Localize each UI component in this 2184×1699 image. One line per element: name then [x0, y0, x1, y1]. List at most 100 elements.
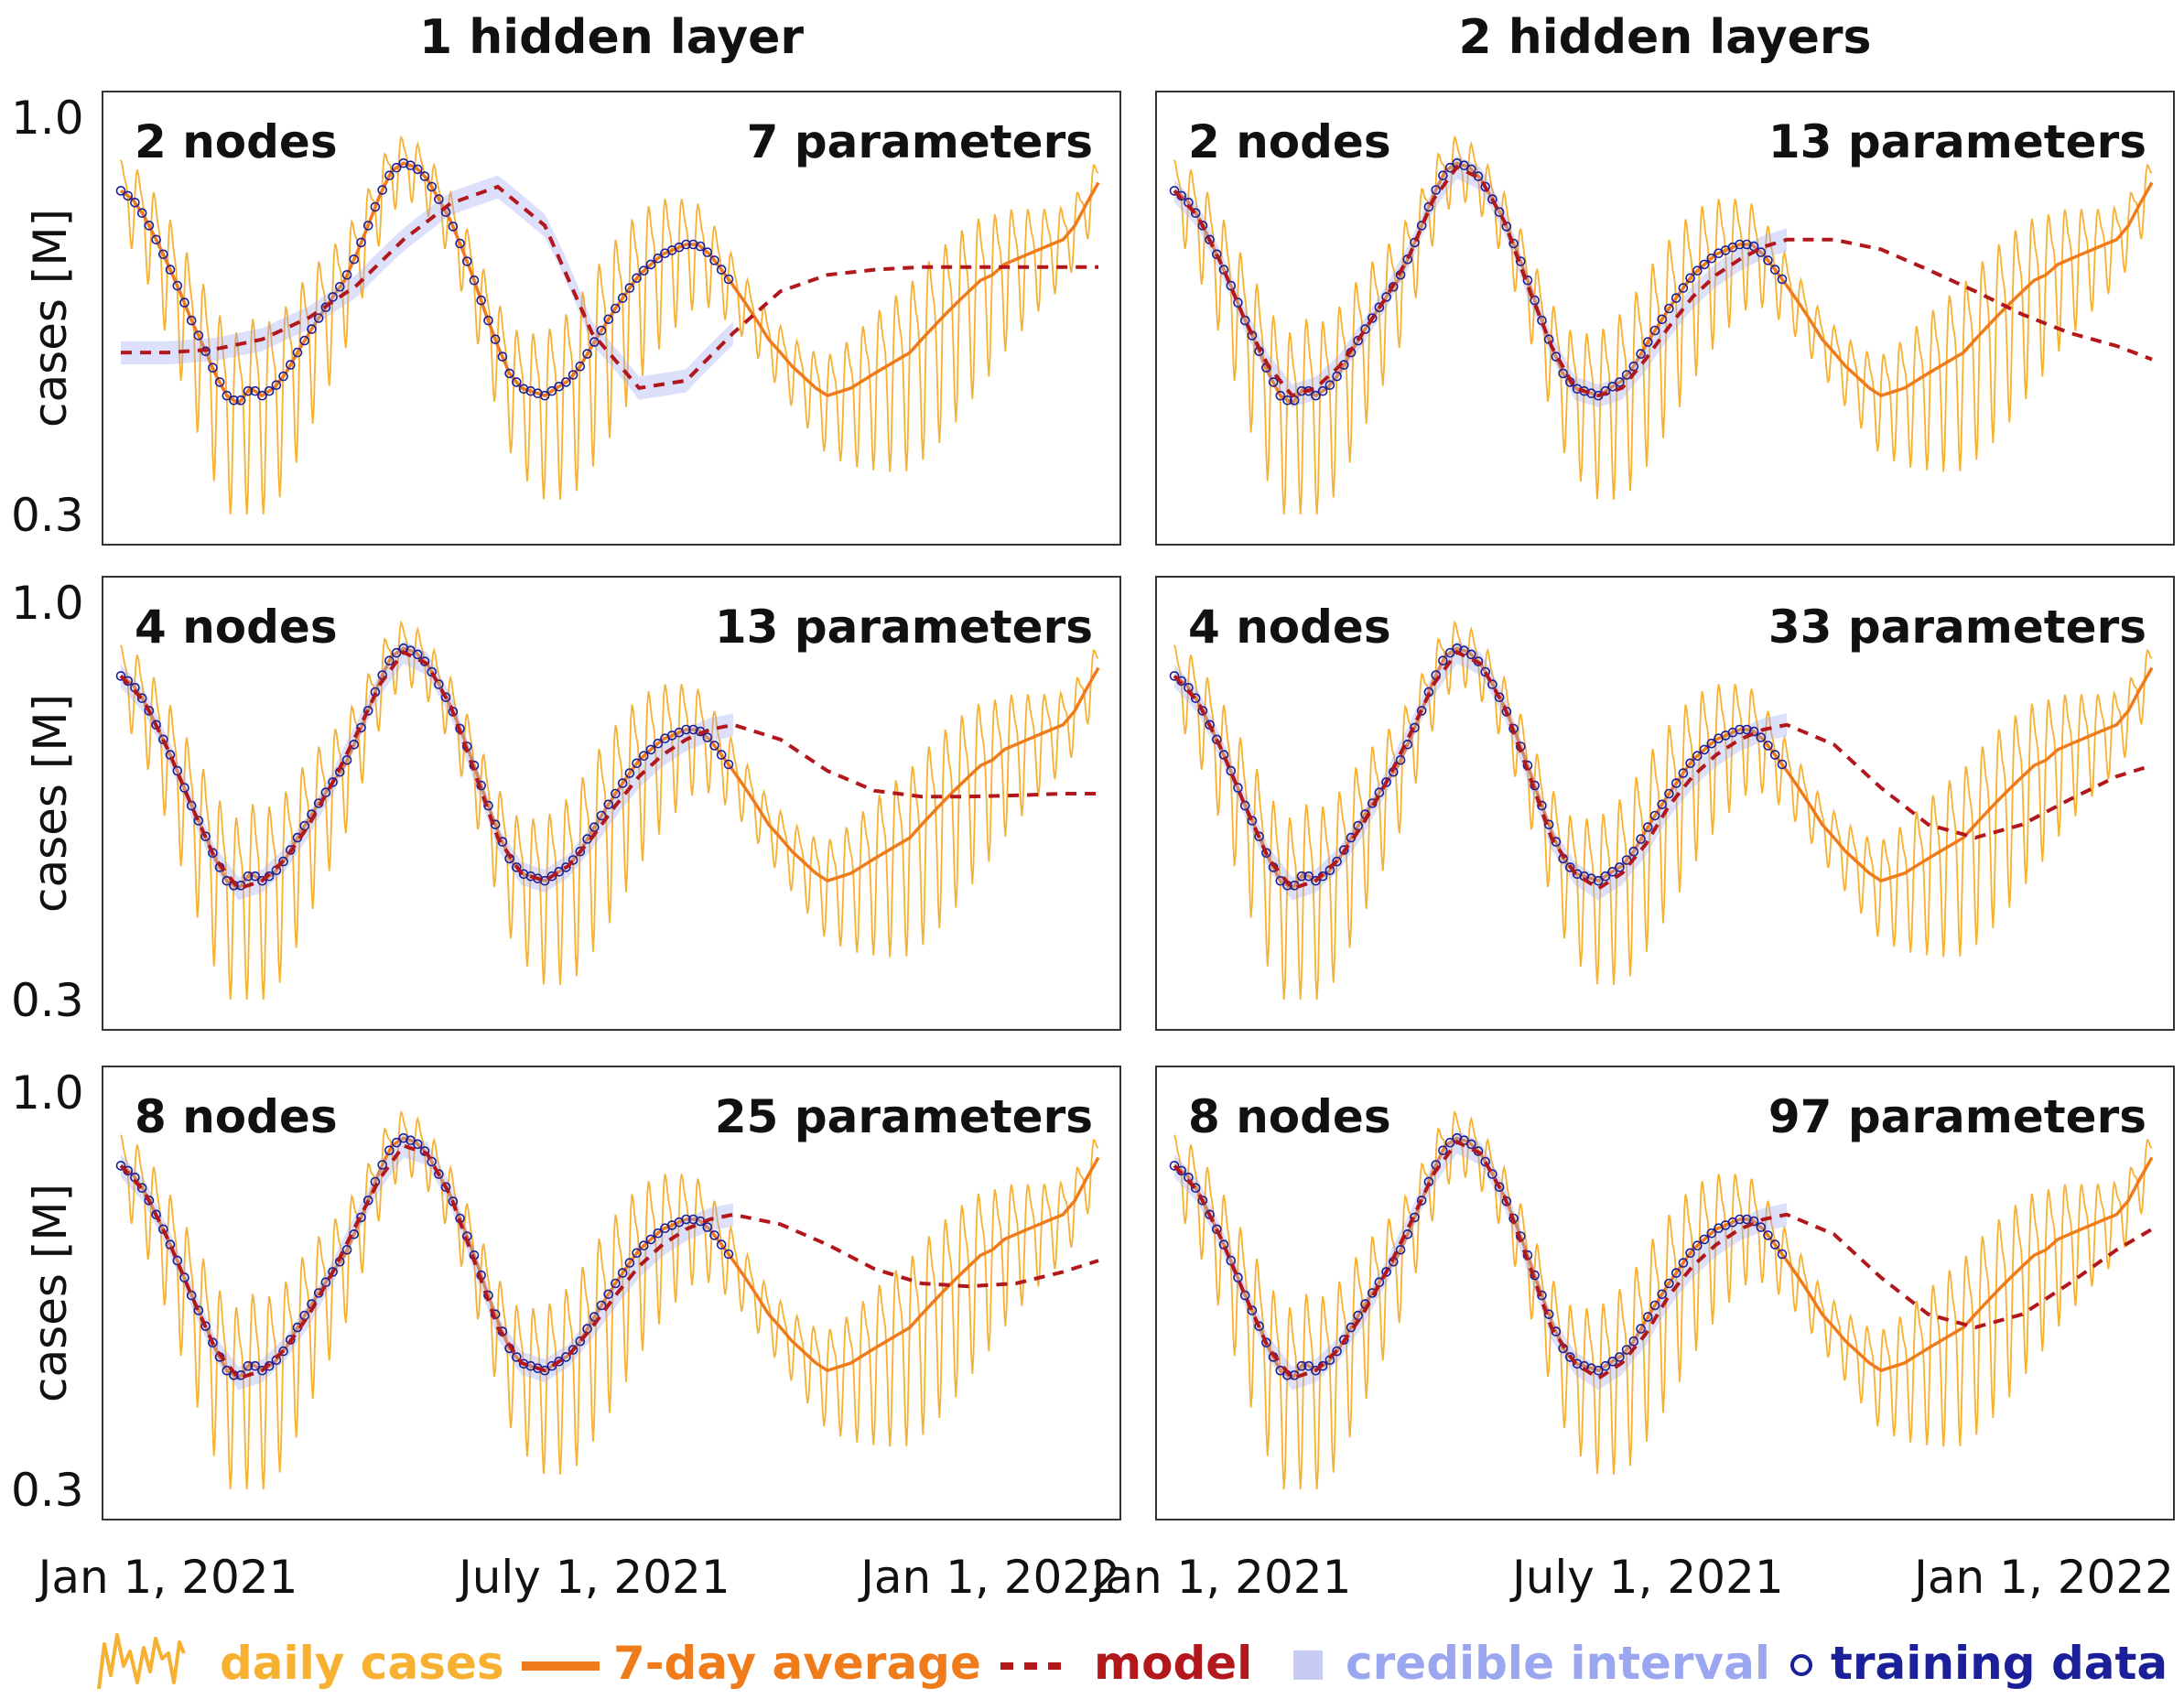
- training-point: [688, 1214, 698, 1225]
- x-tick-label: Jan 1, 2022: [858, 1551, 1120, 1604]
- training-point: [554, 866, 565, 877]
- training-point: [653, 253, 664, 264]
- training-point: [1261, 1337, 1271, 1348]
- training-point: [653, 1228, 664, 1239]
- training-point: [1777, 759, 1788, 770]
- panel-4: 4 nodes 33 parameters: [1155, 576, 2175, 1031]
- training-point: [645, 1234, 656, 1245]
- training-point: [1706, 253, 1717, 264]
- training-point: [582, 349, 592, 359]
- training-point: [1628, 1336, 1639, 1347]
- training-point: [1699, 1234, 1710, 1245]
- training-point: [688, 239, 698, 250]
- training-point: [229, 395, 239, 406]
- training-point: [1431, 185, 1442, 195]
- training-point: [1558, 368, 1568, 379]
- model-line: [1173, 1139, 2154, 1381]
- training-point: [130, 198, 140, 208]
- training-point: [341, 270, 352, 280]
- training-point: [299, 335, 309, 346]
- training-point: [1494, 207, 1505, 217]
- training-point: [405, 1135, 416, 1145]
- training-point: [448, 222, 459, 232]
- panel-5: 8 nodes 25 parameters 1.0 0.3 cases [M]: [11, 1066, 1121, 1520]
- training-point: [561, 377, 571, 387]
- training-point: [1670, 1268, 1681, 1278]
- training-point: [1735, 239, 1745, 250]
- training-point: [511, 1352, 522, 1362]
- training-point: [1332, 856, 1342, 867]
- legend-train-swatch: [1790, 1654, 1812, 1676]
- training-point: [617, 778, 628, 788]
- training-point: [405, 160, 416, 170]
- training-point: [1480, 181, 1491, 192]
- panel-frame: [102, 576, 1121, 1031]
- training-point: [539, 390, 550, 401]
- training-point: [1685, 273, 1695, 284]
- panel-frame: [1155, 576, 2175, 1031]
- training-point: [1664, 1278, 1674, 1289]
- training-point: [427, 1156, 438, 1167]
- training-point: [1169, 186, 1180, 196]
- training-point: [1515, 256, 1526, 266]
- training-point: [1615, 377, 1625, 387]
- training-point: [320, 302, 331, 312]
- x-tick-label: July 1, 2021: [456, 1551, 730, 1604]
- seven-day-average-line: [119, 161, 1100, 406]
- training-point: [653, 738, 664, 749]
- legend-ci-label: credible interval: [1346, 1637, 1770, 1690]
- training-point: [1303, 871, 1314, 882]
- legend-avg-label: 7-day average: [613, 1637, 981, 1690]
- training-point: [546, 1360, 557, 1371]
- panel-frame: [102, 1066, 1121, 1520]
- training-point: [1233, 1272, 1243, 1282]
- y-axis-label: cases [M]: [24, 209, 77, 427]
- training-point: [1275, 390, 1286, 401]
- model-line: [1173, 649, 2153, 892]
- training-point: [313, 313, 324, 323]
- training-point: [1480, 1156, 1491, 1167]
- training-point: [384, 655, 395, 666]
- training-point: [1395, 1245, 1406, 1255]
- training-point: [603, 314, 614, 325]
- training-point: [1657, 799, 1668, 810]
- training-point: [681, 239, 691, 250]
- training-point: [434, 194, 444, 204]
- training-point: [434, 1169, 444, 1179]
- x-tick-label: Jan 1, 2021: [36, 1551, 298, 1604]
- training-point: [257, 875, 267, 886]
- training-point: [1600, 871, 1611, 882]
- credible-interval-band: [121, 175, 734, 400]
- training-point: [1530, 295, 1541, 306]
- training-point: [391, 162, 402, 173]
- training-point: [617, 293, 628, 303]
- training-point: [624, 1258, 635, 1268]
- training-point: [1649, 810, 1660, 821]
- training-point: [681, 1214, 691, 1225]
- training-point: [1642, 1312, 1653, 1322]
- training-point: [511, 377, 522, 387]
- training-point: [1769, 265, 1780, 275]
- training-point: [568, 370, 578, 380]
- training-point: [611, 303, 621, 314]
- training-point: [440, 1182, 451, 1192]
- y-axis-label: cases [M]: [24, 694, 77, 913]
- training-point: [1381, 777, 1391, 787]
- training-point: [1438, 1145, 1448, 1155]
- training-point: [469, 275, 480, 286]
- training-point: [136, 208, 147, 218]
- training-point: [1190, 693, 1201, 703]
- training-point: [1311, 390, 1321, 401]
- training-point: [1311, 1365, 1321, 1376]
- training-point: [561, 1352, 571, 1362]
- training-point: [307, 324, 317, 334]
- training-point: [151, 234, 161, 245]
- training-point: [596, 325, 607, 336]
- legend-daily-label: daily cases: [220, 1637, 504, 1690]
- panel-parameters-label: 13 parameters: [1768, 115, 2146, 168]
- training-point: [695, 241, 706, 252]
- training-point: [709, 741, 719, 751]
- training-data-points: [1169, 1132, 1788, 1380]
- training-point: [554, 381, 565, 392]
